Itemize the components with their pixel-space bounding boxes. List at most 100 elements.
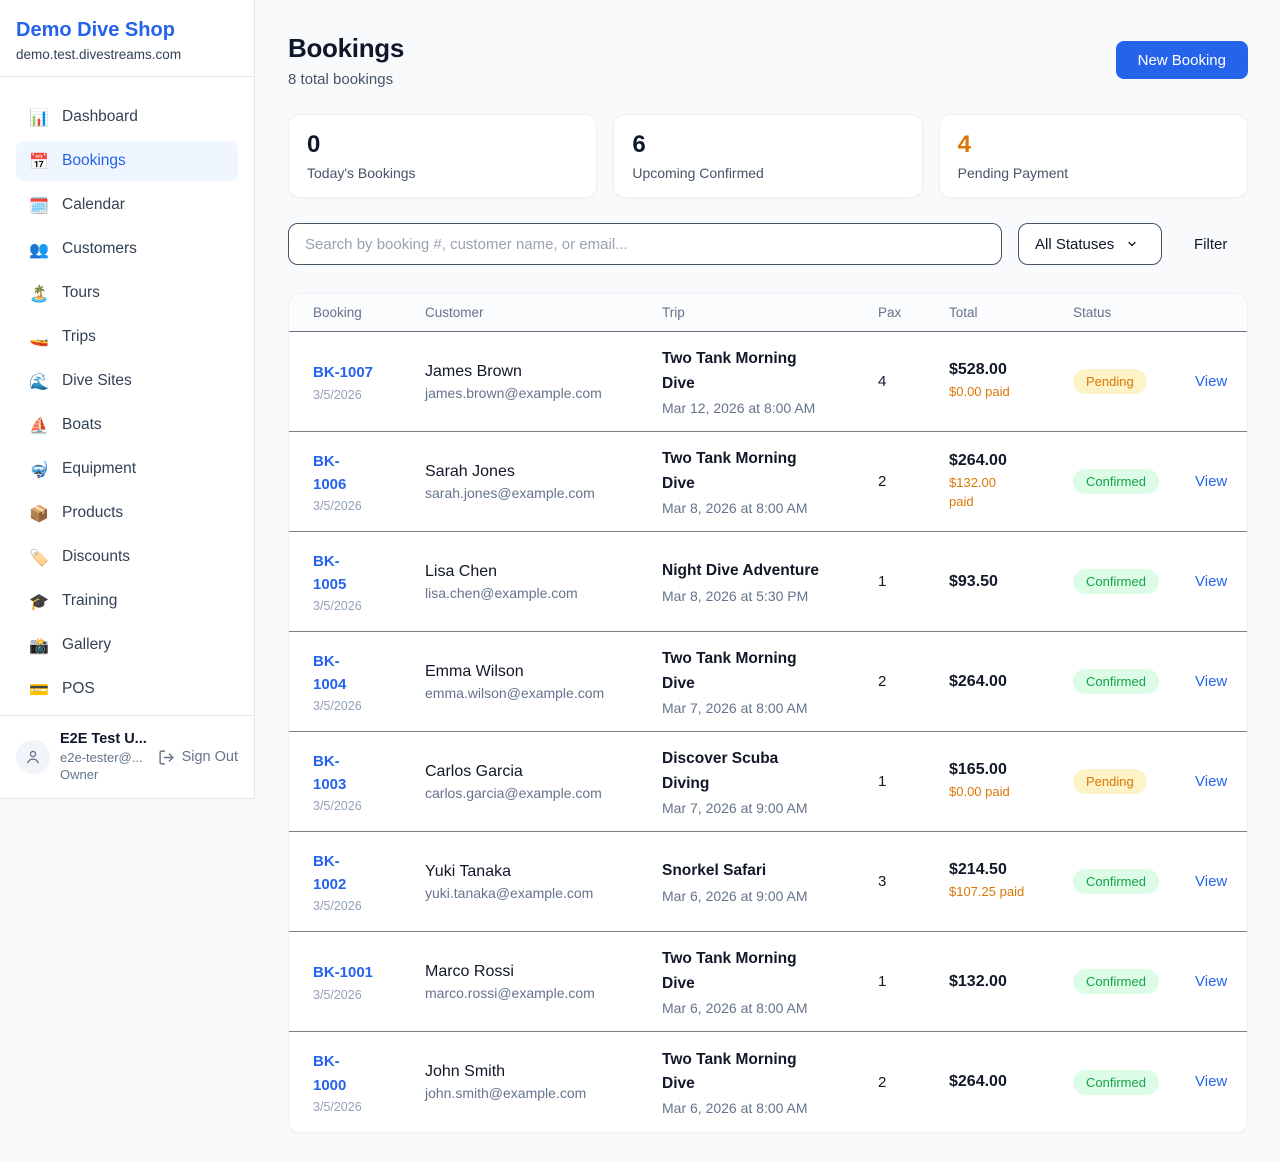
table-row: BK-1001 3/5/2026 Marco Rossi marco.rossi… <box>289 932 1247 1032</box>
sign-out-button[interactable]: Sign Out <box>158 749 238 766</box>
booking-date: 3/5/2026 <box>313 987 362 1002</box>
user-name: E2E Test U... <box>60 731 147 748</box>
customer-email: lisa.chen@example.com <box>425 584 578 601</box>
sidebar-item-bookings[interactable]: 📅 Bookings <box>16 141 238 181</box>
brand-name: Demo Dive Shop <box>16 19 175 41</box>
view-link[interactable]: View <box>1195 972 1228 990</box>
view-link[interactable]: View <box>1195 672 1228 690</box>
user-email: e2e-tester@... <box>60 749 143 765</box>
booking-number-link[interactable]: BK- 1003 <box>313 752 347 793</box>
booking-number-link[interactable]: BK- 1005 <box>313 552 347 593</box>
brand-header: Demo Dive Shop demo.test.divestreams.com <box>0 0 254 77</box>
sidebar-item-pos[interactable]: 💳 POS <box>16 669 238 709</box>
stat-card-today-s-bookings: 0 Today's Bookings <box>288 114 598 198</box>
view-cell: View <box>1195 673 1241 691</box>
table-row: BK- 1003 3/5/2026 Carlos Garcia carlos.g… <box>289 732 1247 832</box>
pax-count: 4 <box>878 373 887 390</box>
sidebar-item-label: Calendar <box>62 196 125 213</box>
view-link[interactable]: View <box>1195 1073 1228 1090</box>
status-badge: Confirmed <box>1073 1069 1159 1095</box>
table-row: BK- 1000 3/5/2026 John Smith john.smith@… <box>289 1032 1247 1132</box>
view-link[interactable]: View <box>1195 372 1228 390</box>
total-amount: $528.00 <box>949 361 1007 379</box>
paid-amount: $0.00 paid <box>949 384 1010 400</box>
booking-cell: BK- 1000 3/5/2026 <box>313 1050 425 1114</box>
sidebar-item-label: Gallery <box>62 636 112 653</box>
view-link[interactable]: View <box>1195 872 1228 890</box>
column-header-pax: Pax <box>878 305 902 320</box>
booking-number-link[interactable]: BK- 1004 <box>313 652 347 693</box>
sidebar-item-dashboard[interactable]: 📊 Dashboard <box>16 97 238 137</box>
stat-card-upcoming-confirmed: 6 Upcoming Confirmed <box>613 114 923 198</box>
new-booking-button[interactable]: New Booking <box>1115 41 1248 79</box>
total-cell: $264.00 $132.00 paid <box>949 452 1073 512</box>
customer-email: james.brown@example.com <box>425 384 602 401</box>
booking-cell: BK- 1004 3/5/2026 <box>313 650 425 714</box>
sidebar-item-customers[interactable]: 👥 Customers <box>16 229 238 269</box>
trip-datetime: Mar 8, 2026 at 5:30 PM <box>662 587 809 604</box>
booking-number-link[interactable]: BK- 1002 <box>313 852 347 893</box>
sidebar-item-equipment[interactable]: 🤿 Equipment <box>16 449 238 489</box>
sidebar-item-boats[interactable]: ⛵ Boats <box>16 405 238 445</box>
sidebar-item-calendar[interactable]: 🗓️ Calendar <box>16 185 238 225</box>
view-cell: View <box>1195 973 1241 991</box>
booking-number-link[interactable]: BK- 1000 <box>313 1053 347 1094</box>
view-link[interactable]: View <box>1195 472 1228 490</box>
package-icon: 📦 <box>29 503 49 523</box>
booking-number-link[interactable]: BK- 1006 <box>313 452 347 493</box>
table-row: BK- 1004 3/5/2026 Emma Wilson emma.wilso… <box>289 632 1247 732</box>
trip-cell: Snorkel Safari Mar 6, 2026 at 9:00 AM <box>662 859 878 903</box>
stat-value: 4 <box>957 131 972 158</box>
paid-amount: $132.00 paid <box>949 474 996 509</box>
user-meta: E2E Test U... e2e-tester@... Owner <box>60 730 147 784</box>
customer-email: sarah.jones@example.com <box>425 484 595 501</box>
user-role: Owner <box>60 767 99 783</box>
total-cell: $528.00 $0.00 paid <box>949 361 1073 402</box>
pax-count: 1 <box>878 973 887 990</box>
trip-name: Two Tank Morning Dive <box>662 1050 797 1092</box>
booking-number-link[interactable]: BK-1007 <box>313 364 374 382</box>
trip-name: Night Dive Adventure <box>662 562 820 580</box>
tag-icon: 🏷️ <box>29 547 49 567</box>
view-cell: View <box>1195 373 1241 391</box>
sidebar-item-training[interactable]: 🎓 Training <box>16 581 238 621</box>
pax-count: 2 <box>878 473 887 490</box>
search-input[interactable] <box>288 223 1002 265</box>
sidebar-item-tours[interactable]: 🏝️ Tours <box>16 273 238 313</box>
sidebar-item-products[interactable]: 📦 Products <box>16 493 238 533</box>
customer-email: emma.wilson@example.com <box>425 684 605 701</box>
filter-bar: All Statuses Filter <box>288 223 1248 265</box>
trip-name: Two Tank Morning Dive <box>662 950 797 992</box>
column-header-status: Status <box>1073 305 1112 320</box>
island-icon: 🏝️ <box>29 283 49 303</box>
credit-card-icon: 💳 <box>29 679 49 699</box>
status-cell: Confirmed <box>1073 669 1195 694</box>
booking-date: 3/5/2026 <box>313 387 362 402</box>
customer-email: yuki.tanaka@example.com <box>425 884 594 901</box>
total-amount: $214.50 <box>949 861 1007 879</box>
main-content: Bookings 8 total bookings New Booking 0 … <box>255 0 1280 1162</box>
status-select[interactable]: All Statuses <box>1018 223 1162 265</box>
stat-label: Upcoming Confirmed <box>632 165 764 182</box>
booking-number-link[interactable]: BK-1001 <box>313 964 374 982</box>
sidebar-item-label: Trips <box>62 328 96 345</box>
customer-name: Marco Rossi <box>425 962 514 980</box>
status-cell: Confirmed <box>1073 1069 1195 1095</box>
status-cell: Confirmed <box>1073 969 1195 994</box>
sidebar-nav: 📊 Dashboard 📅 Bookings 🗓️ Calendar 👥 Cus… <box>0 77 254 713</box>
paid-amount: $0.00 paid <box>949 784 1010 800</box>
view-link[interactable]: View <box>1195 572 1228 590</box>
total-cell: $165.00 $0.00 paid <box>949 761 1073 802</box>
sidebar-item-discounts[interactable]: 🏷️ Discounts <box>16 537 238 577</box>
status-badge: Confirmed <box>1073 869 1159 894</box>
sidebar-item-gallery[interactable]: 📸 Gallery <box>16 625 238 665</box>
view-link[interactable]: View <box>1195 772 1228 790</box>
sidebar-item-dive-sites[interactable]: 🌊 Dive Sites <box>16 361 238 401</box>
page-title-block: Bookings 8 total bookings <box>288 33 404 88</box>
booking-cell: BK- 1003 3/5/2026 <box>313 750 425 814</box>
filter-button[interactable]: Filter <box>1180 228 1241 261</box>
sidebar-item-trips[interactable]: 🚤 Trips <box>16 317 238 357</box>
trip-datetime: Mar 6, 2026 at 8:00 AM <box>662 1100 808 1117</box>
booking-date: 3/5/2026 <box>313 699 362 714</box>
stats-row: 0 Today's Bookings 6 Upcoming Confirmed … <box>288 114 1248 198</box>
